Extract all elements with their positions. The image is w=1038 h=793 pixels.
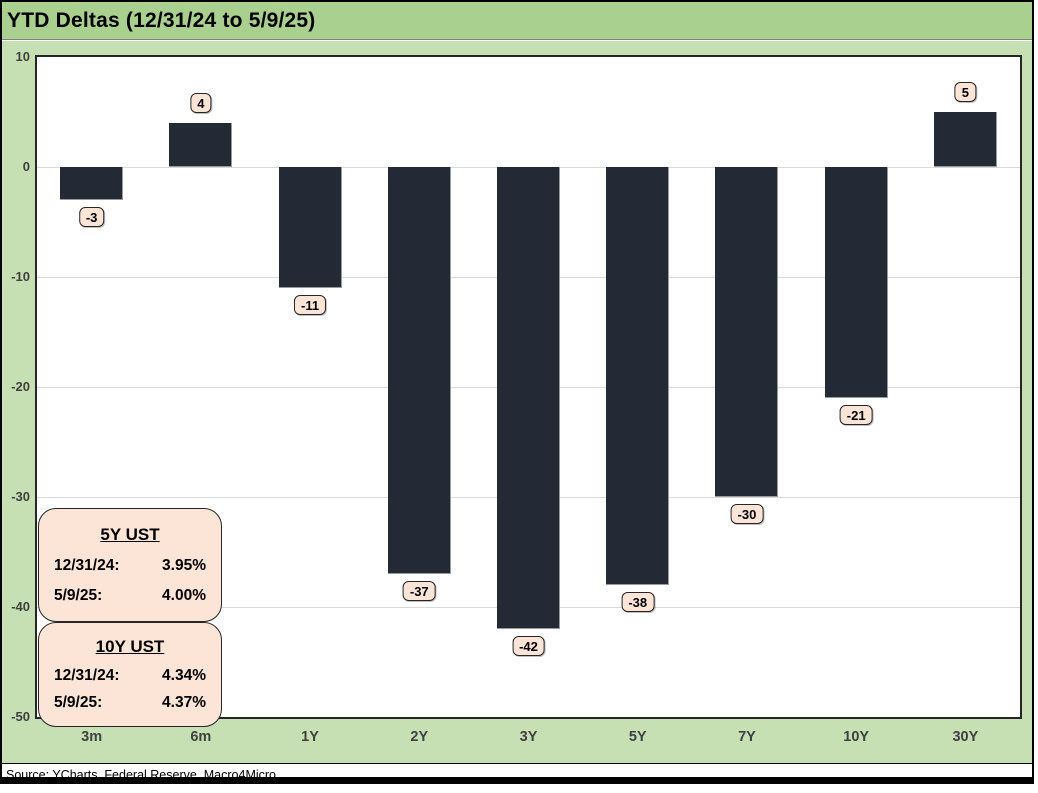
- bar-6m: [169, 123, 233, 167]
- annotation-yield-value: 4.00%: [162, 587, 206, 604]
- chart-title: YTD Deltas (12/31/24 to 5/9/25): [7, 8, 316, 32]
- y-axis-tick-label: -10: [11, 269, 30, 284]
- x-axis-label-3m: 3m: [81, 729, 103, 745]
- annotation-yield-value: 3.95%: [162, 557, 206, 574]
- annotation-heading: 10Y UST: [95, 636, 165, 656]
- bar-30Y: [933, 112, 997, 167]
- y-axis-tick-label: 0: [22, 159, 30, 174]
- y-axis-tick-label: -50: [11, 709, 30, 724]
- chart-title-bar: YTD Deltas (12/31/24 to 5/9/25): [2, 2, 1032, 40]
- x-axis-label-30Y: 30Y: [952, 729, 979, 745]
- y-axis-tick-label: -40: [11, 599, 30, 614]
- chart-background: -3 4 -11 -37 -42 -38 -30 -21 5 5Y UST 12/31/24: …: [2, 41, 1032, 763]
- bar-value-label: -30: [730, 504, 764, 524]
- annotation-row: 12/31/24: 3.95%: [39, 557, 221, 575]
- bar-3Y: [497, 167, 560, 629]
- bar-value-label: -37: [402, 581, 436, 601]
- annotation-yield-value: 4.34%: [162, 666, 206, 684]
- x-axis-label-6m: 6m: [190, 729, 212, 745]
- bar-2Y: [387, 167, 451, 574]
- annotation-heading: 5Y UST: [100, 525, 160, 544]
- annotation-yield-value: 4.37%: [162, 694, 206, 712]
- x-axis-label-10Y: 10Y: [843, 729, 870, 745]
- bar-5Y: [606, 167, 670, 585]
- bar-1Y: [278, 167, 342, 288]
- x-axis-label-5Y: 5Y: [628, 729, 647, 745]
- annotation-box-5y-ust: 5Y UST 12/31/24: 3.95% 5/9/25: 4.00%: [38, 508, 222, 622]
- bar-value-label: -38: [621, 592, 655, 612]
- bar-value-label: -11: [294, 295, 327, 315]
- source-text: Source: YCharts, Federal Reserve, Macro4…: [6, 768, 277, 782]
- x-axis-label-2Y: 2Y: [410, 729, 429, 745]
- bar-10Y: [824, 167, 888, 398]
- annotation-row: 5/9/25: 4.37%: [39, 694, 221, 712]
- annotation-date-label: 5/9/25:: [54, 587, 103, 604]
- x-axis-label-7Y: 7Y: [738, 729, 756, 745]
- bar-value-label: 5: [954, 82, 976, 102]
- annotation-date-label: 12/31/24:: [54, 666, 120, 684]
- y-axis-tick-label: -20: [11, 379, 30, 394]
- y-axis-tick-label: 10: [15, 49, 30, 64]
- x-axis-label-3Y: 3Y: [519, 729, 538, 745]
- bar-value-label: -3: [78, 207, 105, 227]
- bar-value-label: -42: [512, 636, 545, 656]
- annotation-date-label: 12/31/24:: [54, 557, 120, 574]
- bar-value-label: 4: [190, 93, 212, 113]
- annotation-row: 5/9/25: 4.00%: [39, 587, 221, 605]
- bar-3m: [60, 167, 124, 200]
- annotation-box-10y-ust: 10Y UST 12/31/24: 4.34% 5/9/25: 4.37%: [38, 622, 222, 727]
- annotation-row: 12/31/24: 4.34%: [39, 667, 221, 685]
- annotation-date-label: 5/9/25:: [54, 694, 103, 712]
- bar-7Y: [715, 167, 779, 497]
- y-axis-tick-label: -30: [11, 489, 30, 504]
- bar-value-label: -21: [839, 405, 873, 425]
- x-axis-label-1Y: 1Y: [301, 729, 319, 745]
- source-strip: Source: YCharts, Federal Reserve, Macro4…: [2, 763, 1032, 782]
